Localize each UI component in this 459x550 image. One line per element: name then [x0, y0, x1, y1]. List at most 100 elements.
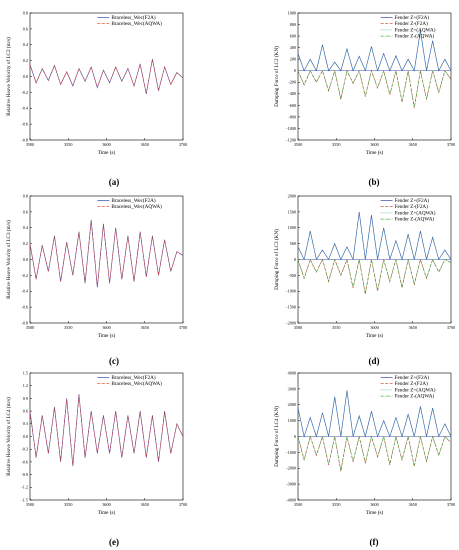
series-line-f2a [29, 394, 184, 467]
y-tick-label: 1000 [288, 418, 296, 423]
chart-c: -0.8 -0.6 -0.4 -0.2 0.0 0.2 0.4 0.6 0.8 3500 3550 3… [5, 193, 187, 339]
y-axis-label: Damping Force of LC3 (KN) [273, 229, 280, 290]
x-tick-label: 3500 [26, 142, 34, 147]
panel-label-c: (c) [109, 356, 119, 366]
y-tick-label: -1.5 [21, 497, 28, 502]
y-tick-label: -0.2 [21, 90, 28, 95]
x-axis-label: Time (s) [366, 332, 384, 339]
series-line-aqwa [29, 220, 184, 287]
x-tick-label: 3600 [370, 142, 378, 147]
legend-entry: Fender Z-(F2A) [395, 380, 429, 387]
legend-entry: Braceless_Wec(F2A) [111, 374, 156, 381]
x-tick-label: 3700 [447, 502, 455, 507]
legend-entry: Fender Z+(F2A) [395, 197, 430, 204]
legend-entry: Braceless_Wec(F2A) [111, 14, 156, 21]
y-tick-label: 0.0 [23, 434, 28, 439]
y-tick-label: 2000 [288, 193, 296, 198]
x-tick-label: 3500 [294, 325, 302, 330]
plot-frame [29, 195, 184, 324]
y-tick-label: 3000 [288, 386, 296, 391]
y-tick-label: -1000 [286, 126, 296, 131]
y-tick-label: 0.8 [23, 193, 28, 198]
series-line-zplus-aqwa [297, 213, 452, 261]
y-tick-label: -800 [288, 114, 296, 119]
x-tick-label: 3650 [409, 142, 417, 147]
legend-entry: Fender Z-(AQWA) [395, 393, 435, 400]
chart-a: -0.8 -0.6 -0.4 -0.2 0.0 0.2 0.4 0.6 0.8 3500 3550 3… [5, 10, 187, 156]
y-tick-label: 0 [294, 68, 296, 73]
y-tick-label: 0.8 [23, 10, 28, 15]
x-tick-label: 3550 [332, 325, 340, 330]
y-tick-label: 0.2 [23, 58, 28, 63]
y-tick-label: 400 [290, 45, 296, 50]
chart-d: -2000 -1500 -1000 -500 0 500 1000 1500 2000 3500 3… [273, 193, 455, 339]
series-line-zminus-aqwa [297, 258, 452, 294]
y-tick-label: 0 [294, 434, 296, 439]
x-tick-label: 3600 [102, 502, 110, 507]
panel-label-f: (f) [370, 537, 379, 547]
y-tick-label: 1.5 [23, 370, 28, 375]
panel-label-d: (d) [369, 356, 380, 366]
legend-entry: Braceless_Wec(AQWA) [111, 380, 162, 387]
legend-entry: Fender Z+(AQWA) [395, 386, 436, 393]
x-tick-label: 3600 [102, 325, 110, 330]
x-axis-label: Time (s) [98, 509, 116, 516]
series-line-zminus-aqwa [297, 435, 452, 471]
legend-entry: Braceless_Wec(AQWA) [111, 20, 162, 27]
x-axis-label: Time (s) [98, 332, 116, 339]
y-tick-label: -1200 [286, 137, 296, 142]
x-tick-label: 3700 [179, 142, 187, 147]
series-line-aqwa [29, 394, 184, 466]
series-line-zplus-f2a [297, 30, 452, 72]
y-tick-label: -4000 [286, 497, 296, 502]
panel-label-b: (b) [369, 177, 380, 187]
chart-e: -1.5 -1.2 -0.9 -0.6 -0.3 0.0 0.3 0.6 0.9 1.2 1.5 35… [5, 370, 187, 516]
series-line-zminus-f2a [297, 69, 452, 109]
y-tick-label: 800 [290, 22, 296, 27]
x-tick-label: 3550 [64, 325, 72, 330]
y-tick-label: 0.9 [23, 396, 28, 401]
panel-label-e: (e) [109, 537, 119, 547]
y-axis-label: Damping Force of LC2 (KN) [273, 46, 280, 107]
y-tick-label: 0.6 [23, 26, 28, 31]
x-tick-label: 3550 [332, 142, 340, 147]
x-tick-label: 3500 [294, 502, 302, 507]
y-tick-label: -600 [288, 103, 296, 108]
legend-entry: Braceless_Wec(F2A) [111, 197, 156, 204]
y-tick-label: -1.2 [21, 485, 28, 490]
y-tick-label: 0.6 [23, 209, 28, 214]
y-tick-label: -0.2 [21, 273, 28, 278]
x-tick-label: 3700 [447, 325, 455, 330]
x-axis-label: Time (s) [366, 149, 384, 156]
x-tick-label: 3500 [294, 142, 302, 147]
x-tick-label: 3550 [64, 502, 72, 507]
x-tick-label: 3500 [26, 502, 34, 507]
y-tick-label: -400 [288, 91, 296, 96]
y-tick-label: 1.2 [23, 383, 28, 388]
series-line-f2a [29, 58, 184, 95]
y-tick-label: 0 [294, 257, 296, 262]
panel-label-a: (a) [109, 177, 120, 187]
y-tick-label: 4000 [288, 370, 296, 375]
x-tick-label: 3550 [64, 142, 72, 147]
x-axis-label: Time (s) [98, 149, 116, 156]
y-tick-label: 0.4 [23, 225, 29, 230]
legend-entry: Fender Z-(AQWA) [395, 33, 435, 40]
y-tick-label: -1000 [286, 289, 296, 294]
y-tick-label: -0.3 [21, 447, 28, 452]
x-tick-label: 3600 [370, 325, 378, 330]
y-axis-label: Relative Heave Velocity of LC3 (m/s) [5, 220, 12, 299]
y-axis-label: Relative Heave Velocity of LC2 (m/s) [5, 37, 12, 116]
legend-entry: Fender Z+(F2A) [395, 374, 430, 381]
y-tick-label: 0.4 [23, 42, 29, 47]
plot-frame [29, 372, 184, 501]
x-tick-label: 3600 [102, 142, 110, 147]
y-tick-label: -0.8 [21, 137, 28, 142]
y-tick-label: -3000 [286, 482, 296, 487]
y-tick-label: 600 [290, 33, 296, 38]
x-tick-label: 3500 [26, 325, 34, 330]
y-tick-label: -0.4 [21, 289, 29, 294]
y-tick-label: -1000 [286, 450, 296, 455]
y-tick-label: -0.6 [21, 459, 28, 464]
